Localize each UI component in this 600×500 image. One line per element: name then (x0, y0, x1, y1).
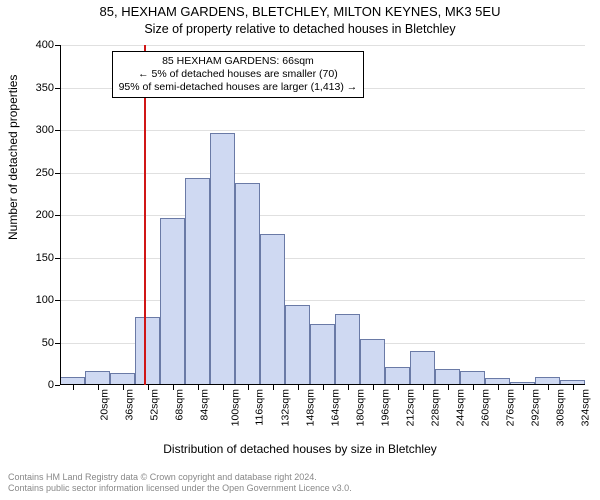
histogram-bar (435, 369, 460, 385)
x-tick-label: 260sqm (479, 389, 491, 426)
histogram-bar (360, 339, 385, 385)
x-tick-mark (198, 385, 199, 390)
plot-inner: 05010015020025030035040020sqm36sqm52sqm6… (60, 45, 585, 385)
histogram-bar (260, 234, 285, 385)
figure: 85, HEXHAM GARDENS, BLETCHLEY, MILTON KE… (0, 0, 600, 500)
x-tick-mark (323, 385, 324, 390)
gridline (60, 130, 585, 131)
x-tick-mark (223, 385, 224, 390)
x-tick-mark (473, 385, 474, 390)
gridline (60, 45, 585, 46)
x-tick-label: 308sqm (554, 389, 566, 426)
y-axis-label: Number of detached properties (6, 75, 20, 240)
x-tick-label: 212sqm (404, 389, 416, 426)
x-tick-label: 180sqm (354, 389, 366, 426)
x-axis-line (60, 384, 585, 385)
histogram-bar (310, 324, 335, 385)
x-axis-label: Distribution of detached houses by size … (0, 442, 600, 456)
annotation-line: 95% of semi-detached houses are larger (… (119, 81, 358, 94)
histogram-bar (235, 183, 260, 385)
x-tick-mark (398, 385, 399, 390)
x-tick-mark (248, 385, 249, 390)
x-tick-mark (448, 385, 449, 390)
gridline (60, 258, 585, 259)
histogram-bar (410, 351, 435, 385)
y-axis-line (60, 45, 61, 385)
x-tick-label: 244sqm (454, 389, 466, 426)
x-tick-label: 292sqm (529, 389, 541, 426)
x-tick-mark (73, 385, 74, 390)
histogram-bar (135, 317, 160, 385)
histogram-bar (335, 314, 360, 385)
x-tick-label: 68sqm (173, 389, 185, 421)
x-tick-mark (173, 385, 174, 390)
gridline (60, 215, 585, 216)
x-tick-mark (423, 385, 424, 390)
x-tick-mark (523, 385, 524, 390)
y-tick-mark (55, 385, 60, 386)
histogram-bar (210, 133, 235, 385)
x-tick-label: 116sqm (253, 389, 265, 426)
x-tick-mark (373, 385, 374, 390)
plot-area: 05010015020025030035040020sqm36sqm52sqm6… (60, 45, 585, 385)
title-main: 85, HEXHAM GARDENS, BLETCHLEY, MILTON KE… (0, 4, 600, 19)
x-tick-label: 36sqm (123, 389, 135, 421)
x-tick-label: 52sqm (148, 389, 160, 421)
x-tick-mark (98, 385, 99, 390)
x-tick-label: 196sqm (379, 389, 391, 426)
x-tick-mark (548, 385, 549, 390)
histogram-bar (160, 218, 185, 385)
x-tick-label: 20sqm (98, 389, 110, 421)
gridline (60, 173, 585, 174)
annotation-line: ← 5% of detached houses are smaller (70) (119, 68, 358, 81)
title-sub: Size of property relative to detached ho… (0, 22, 600, 36)
x-tick-label: 228sqm (429, 389, 441, 426)
x-tick-mark (123, 385, 124, 390)
footer-line1: Contains HM Land Registry data © Crown c… (8, 472, 352, 483)
histogram-bar (385, 367, 410, 385)
x-tick-mark (298, 385, 299, 390)
x-tick-mark (573, 385, 574, 390)
annotation-box: 85 HEXHAM GARDENS: 66sqm← 5% of detached… (112, 51, 365, 98)
x-tick-label: 148sqm (304, 389, 316, 426)
footer-line2: Contains public sector information licen… (8, 483, 352, 494)
footer: Contains HM Land Registry data © Crown c… (8, 472, 352, 495)
x-tick-mark (148, 385, 149, 390)
x-tick-label: 84sqm (198, 389, 210, 421)
x-tick-label: 132sqm (279, 389, 291, 426)
x-tick-label: 324sqm (579, 389, 591, 426)
x-tick-label: 100sqm (229, 389, 241, 426)
x-tick-mark (348, 385, 349, 390)
histogram-bar (85, 371, 110, 385)
histogram-bar (185, 178, 210, 385)
x-tick-mark (498, 385, 499, 390)
x-tick-mark (273, 385, 274, 390)
gridline (60, 300, 585, 301)
histogram-bar (285, 305, 310, 385)
x-tick-label: 276sqm (504, 389, 516, 426)
annotation-line: 85 HEXHAM GARDENS: 66sqm (119, 55, 358, 68)
x-tick-label: 164sqm (329, 389, 341, 426)
histogram-bar (460, 371, 485, 385)
